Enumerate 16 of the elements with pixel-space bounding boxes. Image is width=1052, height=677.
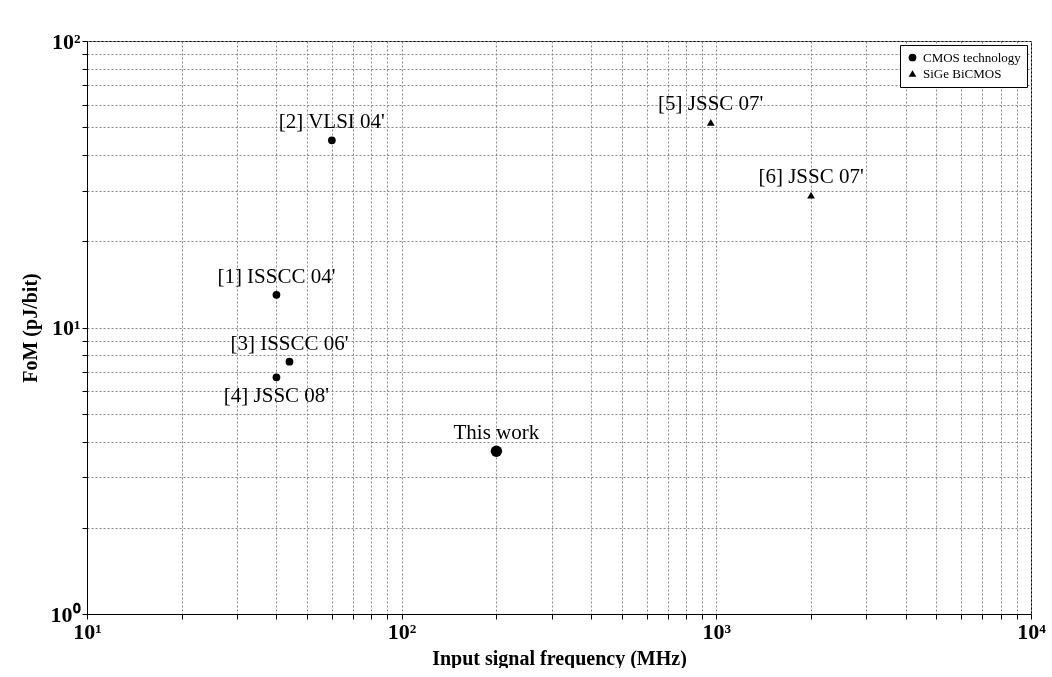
y-tick-label: 10¹ [51, 315, 81, 340]
annotation: [3] ISSCC 06' [230, 330, 349, 355]
annotation: [5] JSSC 07' [658, 91, 764, 116]
x-tick-label: 10² [387, 618, 417, 644]
annotation: [2] VLSI 04' [278, 109, 385, 134]
annotation: [1] ISSCC 04' [217, 263, 336, 288]
y-tick-label: 10² [51, 28, 81, 54]
annotation: This work [453, 420, 540, 445]
x-tick-label: 10³ [702, 618, 732, 644]
annotation: [6] JSSC 07' [758, 164, 864, 189]
y-axis-title: FoM (pJ/bit) [18, 273, 42, 383]
legend-label: SiGe BiCMOS [923, 65, 1002, 81]
legend-label: CMOS technology [923, 49, 1022, 65]
annotation: [4] JSSC 08' [223, 383, 330, 408]
x-tick-label: 10⁴ [1017, 618, 1047, 644]
x-tick-label: 10¹ [73, 618, 102, 644]
